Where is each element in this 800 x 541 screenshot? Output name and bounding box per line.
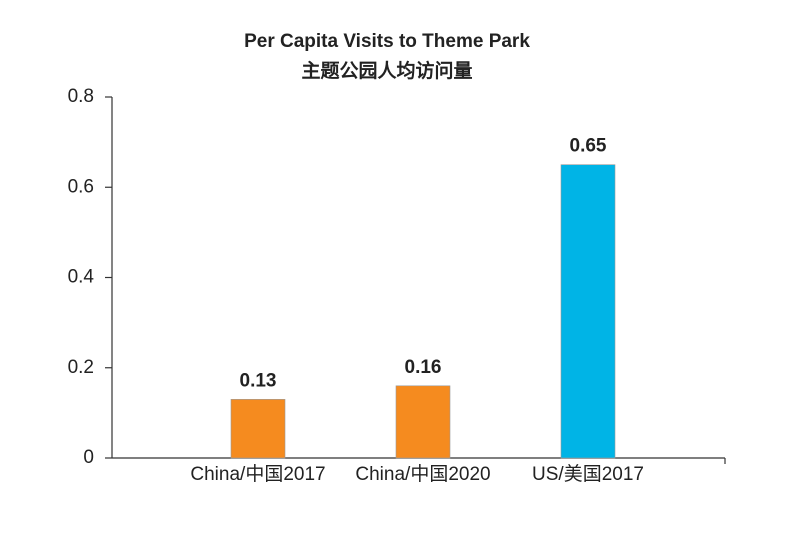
y-tick-label: 0 [83, 447, 94, 468]
x-tick-label: US/美国2017 [532, 463, 644, 485]
value-label: 0.13 [240, 370, 277, 391]
bar [230, 399, 286, 459]
bar [395, 385, 451, 459]
x-tick-label: China/中国2020 [355, 463, 490, 485]
value-label: 0.16 [405, 357, 442, 378]
bar [560, 164, 616, 459]
y-tick-label: 0.8 [68, 86, 94, 107]
y-tick-label: 0.4 [68, 267, 95, 288]
y-tick-label: 0.6 [68, 176, 94, 197]
x-tick-label: China/中国2017 [190, 463, 325, 485]
value-label: 0.65 [570, 136, 607, 157]
chart-title: Per Capita Visits to Theme Park [244, 31, 530, 52]
chart-subtitle: 主题公园人均访问量 [301, 59, 472, 82]
y-tick-label: 0.2 [68, 357, 94, 378]
